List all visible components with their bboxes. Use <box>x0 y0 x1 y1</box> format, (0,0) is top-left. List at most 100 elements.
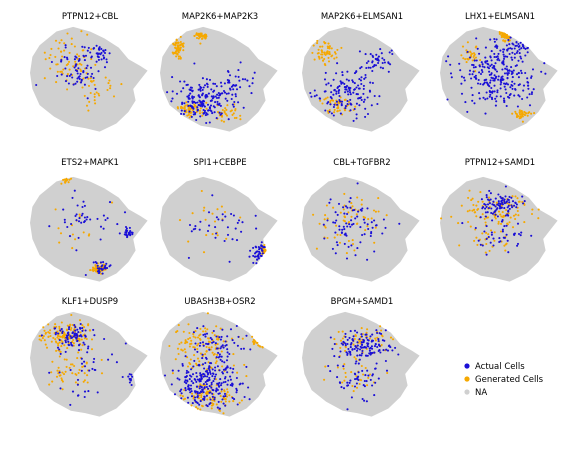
generated-cell-point <box>64 370 67 373</box>
actual-cell-point <box>74 329 77 332</box>
actual-cell-point <box>505 65 508 68</box>
actual-cell-point <box>252 246 255 249</box>
actual-cell-point <box>336 244 339 247</box>
actual-cell-point <box>518 95 521 98</box>
actual-cell-point <box>210 383 213 386</box>
actual-cell-point <box>102 214 105 217</box>
generated-cell-point <box>93 99 96 102</box>
actual-cell-point <box>199 89 202 92</box>
generated-cell-point <box>200 404 204 407</box>
actual-cell-point <box>190 368 193 371</box>
actual-cell-point <box>211 388 214 391</box>
actual-cell-point <box>81 329 84 332</box>
generated-cell-point <box>200 396 203 399</box>
actual-cell-point <box>205 369 209 372</box>
generated-cell-point <box>120 83 123 86</box>
generated-cell-point <box>89 77 92 80</box>
actual-cell-point <box>92 76 95 80</box>
actual-cell-point <box>84 76 87 79</box>
actual-cell-point <box>228 74 232 77</box>
generated-cell-point <box>313 58 316 61</box>
generated-cell-point <box>493 231 496 234</box>
generated-cell-point <box>224 400 227 403</box>
generated-cell-point <box>52 336 55 339</box>
actual-cell-point <box>101 268 104 271</box>
actual-cell-point <box>530 76 533 79</box>
actual-cell-point <box>217 91 220 95</box>
generated-cell-point <box>333 236 336 239</box>
actual-cell-point <box>490 59 493 62</box>
actual-cell-point <box>211 392 214 395</box>
actual-cell-point <box>104 49 107 52</box>
actual-cell-point <box>236 344 239 347</box>
generated-cell-point <box>530 212 534 216</box>
generated-cell-point <box>57 227 60 230</box>
generated-cell-point <box>183 105 186 108</box>
generated-cell-point <box>253 342 256 345</box>
actual-cell-point <box>504 185 507 188</box>
generated-cell-point <box>469 50 472 53</box>
generated-cell-point <box>173 51 176 54</box>
actual-cell-point <box>77 76 80 79</box>
actual-cell-point <box>362 340 365 343</box>
actual-cell-point <box>355 360 358 363</box>
actual-cell-point <box>221 372 225 375</box>
actual-cell-point <box>357 371 360 374</box>
actual-cell-point <box>515 203 518 206</box>
actual-cell-point <box>476 47 479 50</box>
generated-cell-point <box>465 49 468 52</box>
generated-cell-point <box>44 58 47 61</box>
actual-cell-point <box>516 244 519 247</box>
actual-cell-point <box>76 80 79 83</box>
actual-cell-point <box>505 44 508 47</box>
actual-cell-point <box>128 226 131 229</box>
actual-cell-point <box>89 66 93 69</box>
generated-cell-point <box>358 382 361 386</box>
generated-cell-point <box>517 214 520 217</box>
actual-cell-point <box>495 55 498 59</box>
actual-cell-point <box>170 100 173 103</box>
actual-cell-point <box>233 100 236 104</box>
actual-cell-point <box>341 71 344 74</box>
actual-cell-point <box>121 375 124 379</box>
generated-cell-point <box>468 209 471 212</box>
generated-cell-point <box>62 373 66 376</box>
actual-cell-point <box>488 90 492 94</box>
actual-cell-point <box>234 95 237 98</box>
actual-cell-point <box>356 215 359 218</box>
generated-cell-point <box>199 338 202 341</box>
generated-cell-point <box>212 353 215 356</box>
actual-cell-point <box>511 58 514 61</box>
actual-cell-point <box>209 109 212 112</box>
actual-cells <box>35 44 111 100</box>
generated-cell-point <box>202 330 205 333</box>
actual-cell-point <box>222 89 226 93</box>
actual-cell-point <box>124 342 127 345</box>
actual-cell-point <box>237 69 240 72</box>
actual-cell-point <box>508 195 511 198</box>
actual-cell-point <box>189 92 192 95</box>
actual-cell-point <box>79 72 82 76</box>
actual-cell-point <box>486 211 489 214</box>
actual-cell-point <box>61 330 64 333</box>
actual-cell-point <box>214 373 218 376</box>
actual-cell-point <box>363 399 366 402</box>
generated-cell-point <box>109 84 112 87</box>
generated-cell-point <box>175 55 178 58</box>
generated-cell-point <box>70 43 73 46</box>
actual-cell-point <box>76 328 79 331</box>
actual-cell-point <box>462 76 466 79</box>
actual-cell-point <box>494 97 497 100</box>
actual-cell-point <box>458 62 461 65</box>
actual-cell-point <box>260 254 263 257</box>
actual-cell-point <box>195 375 198 378</box>
actual-cell-point <box>215 387 218 390</box>
generated-cell-point <box>56 336 59 339</box>
generated-cell-point <box>321 53 324 56</box>
generated-cell-point <box>468 189 471 192</box>
generated-cell-point <box>77 55 81 58</box>
generated-cell-point <box>100 358 103 361</box>
actual-cell-point <box>355 70 358 73</box>
generated-cell-point <box>351 384 354 388</box>
actual-cell-point <box>373 94 376 98</box>
